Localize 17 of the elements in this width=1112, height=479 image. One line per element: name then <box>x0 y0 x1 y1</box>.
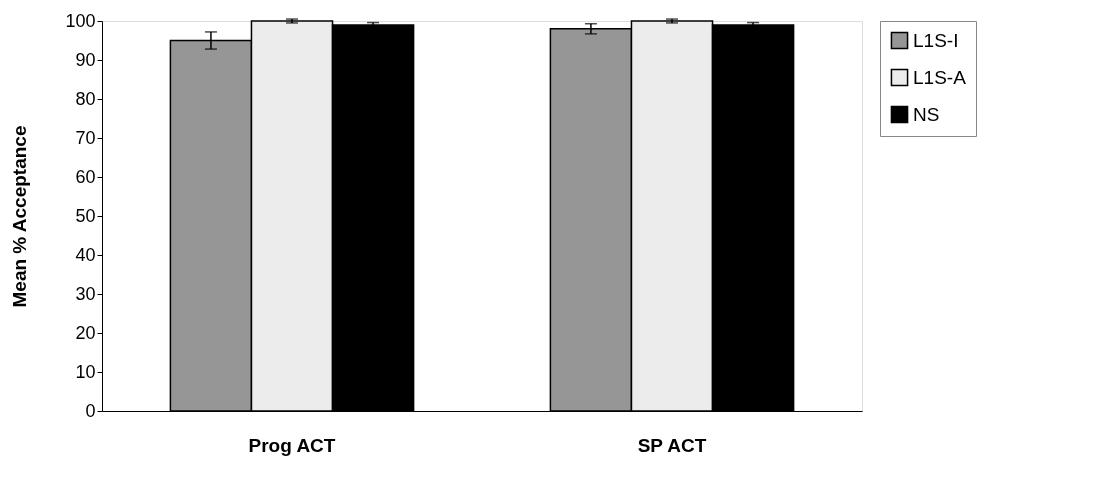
y-tick-label: 100 <box>65 10 96 31</box>
y-tick-label: 70 <box>75 127 96 148</box>
y-tick-label: 30 <box>75 283 96 304</box>
legend-label: L1S-I <box>913 29 959 51</box>
legend-label: NS <box>913 103 940 125</box>
y-tick-label: 60 <box>75 166 96 187</box>
x-tick-label: Prog ACT <box>248 434 336 456</box>
x-tick-label: SP ACT <box>637 434 707 456</box>
y-tick-label: 20 <box>75 322 96 343</box>
y-tick-label: 40 <box>75 244 96 265</box>
legend-label: L1S-A <box>913 66 967 88</box>
y-tick-label: 50 <box>75 205 96 226</box>
y-tick-label: 10 <box>75 361 96 382</box>
y-tick-label: 80 <box>75 88 96 109</box>
y-axis-title: Mean % Acceptance <box>9 125 31 308</box>
y-tick-label: 0 <box>85 400 96 421</box>
y-tick-label: 90 <box>75 49 96 70</box>
